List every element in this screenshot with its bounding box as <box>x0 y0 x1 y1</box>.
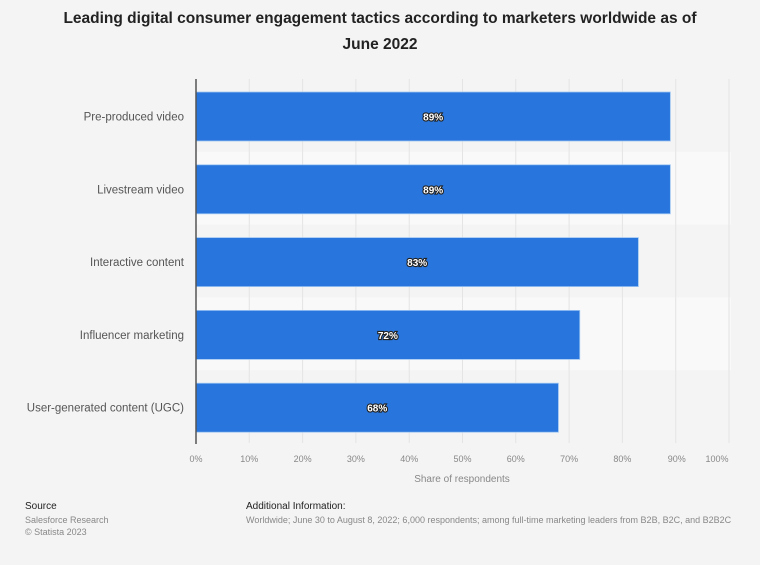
bars <box>195 91 671 433</box>
category-labels: Pre-produced video Livestream video Intera… <box>27 112 185 415</box>
x-axis-title: Share of respondents <box>414 474 510 485</box>
data-label: 89% <box>423 113 443 124</box>
chart-title-line-1: Leading digital consumer engagement tact… <box>63 10 697 27</box>
additional-info-heading: Additional Information: <box>246 501 346 512</box>
category-label: Pre-produced video <box>84 112 184 124</box>
tick-labels: 0% 10% 20% 30% 40% 50% 60% 70% 80% 90% 100% <box>189 454 728 464</box>
tick-label: 10% <box>240 454 258 464</box>
bar <box>195 164 671 215</box>
tick-label: 80% <box>613 454 631 464</box>
tick-label: 0% <box>189 454 202 464</box>
data-label: 89% <box>423 185 443 196</box>
bar <box>195 309 581 360</box>
chart-title-line-2: June 2022 <box>342 36 418 53</box>
tick-label: 40% <box>400 454 418 464</box>
additional-info-text: Worldwide; June 30 to August 8, 2022; 6,… <box>246 515 732 525</box>
bar <box>195 91 671 142</box>
data-label: 68% <box>367 404 387 415</box>
tick-label: 70% <box>560 454 578 464</box>
category-label: Interactive content <box>90 257 185 269</box>
bar <box>195 382 559 433</box>
category-label: Influencer marketing <box>80 330 184 342</box>
copyright: © Statista 2023 <box>25 527 87 537</box>
data-label: 72% <box>378 331 398 342</box>
tick-label: 60% <box>507 454 525 464</box>
tick-label: 20% <box>294 454 312 464</box>
source-name: Salesforce Research <box>25 515 109 525</box>
category-label: User-generated content (UGC) <box>27 403 184 415</box>
tick-label: 30% <box>347 454 365 464</box>
source-heading: Source <box>25 501 57 512</box>
tick-label: 50% <box>453 454 471 464</box>
chart-title: Leading digital consumer engagement tact… <box>0 6 760 58</box>
bar <box>195 237 639 288</box>
category-label: Livestream video <box>97 184 184 196</box>
data-labels: 89% 89% 83% 72% 68% <box>366 111 444 415</box>
tick-label: 100% <box>705 454 728 464</box>
tick-label: 90% <box>668 454 686 464</box>
data-label: 83% <box>407 258 427 269</box>
source-text: Salesforce Research © Statista 2023 <box>25 514 109 538</box>
